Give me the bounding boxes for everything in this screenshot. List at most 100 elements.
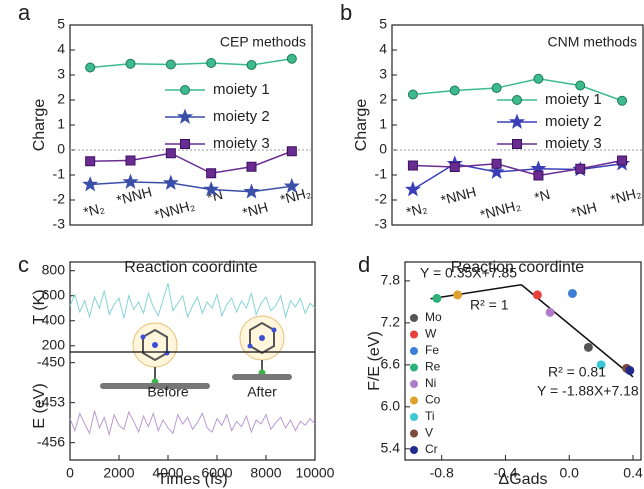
y-axis-label: Charge (353, 99, 370, 152)
x-tick-label: 8000 (250, 465, 281, 481)
y-tick-label: 3 (57, 66, 65, 82)
legend-label: moiety 2 (545, 113, 602, 130)
x-tick-label: *N₂ (404, 199, 428, 220)
chart-title: CNM methods (548, 34, 637, 50)
molecule-before (100, 322, 210, 389)
panel-label: a (18, 0, 31, 25)
y-axis-label: E (eV) (31, 383, 48, 428)
data-point (575, 163, 586, 174)
data-point (449, 162, 460, 172)
data-point (286, 146, 297, 157)
legend-label: moiety 2 (213, 108, 270, 125)
plot-frame (69, 351, 316, 461)
y-tick-label: -2 (53, 191, 66, 207)
data-point (533, 170, 544, 181)
x-axis-label: Reaction coordinte (451, 259, 585, 276)
annotation: After (247, 384, 277, 400)
plot-frame (69, 24, 313, 226)
legend-label: moiety 3 (545, 135, 602, 152)
series-line (69, 283, 316, 319)
y-tick-label: 4 (379, 41, 387, 57)
x-axis-label: Times (fs) (157, 471, 228, 488)
annotation: Y = -1.88X+7.18 (537, 383, 639, 399)
legend-label: Ni (425, 376, 436, 390)
data-point (432, 293, 442, 303)
x-tick-label: 4000 (152, 465, 183, 481)
data-point (596, 360, 606, 370)
y-tick-label: -2 (375, 191, 388, 207)
fit-line (520, 284, 634, 378)
y-tick-label: 0 (57, 141, 65, 157)
y-tick-label: -453 (37, 393, 65, 409)
fit-line (430, 283, 522, 300)
series-line (412, 159, 623, 177)
x-tick-label: *N₂ (82, 199, 106, 220)
series-line (412, 77, 623, 102)
legend-marker (410, 380, 418, 388)
x-tick-label: *NH₂ (278, 184, 312, 208)
legend-label: moiety 1 (213, 81, 270, 98)
data-point (488, 163, 505, 179)
legend-marker (508, 113, 526, 129)
legend-label: Fe (425, 343, 439, 357)
legend-label: moiety 1 (545, 91, 602, 108)
y-tick-label: 1 (379, 116, 387, 132)
data-point (453, 290, 463, 300)
data-point (246, 161, 257, 172)
data-point (545, 307, 555, 317)
data-point (583, 342, 593, 352)
data-point (491, 83, 502, 93)
data-point (122, 173, 139, 189)
x-tick-label: 0.4 (623, 465, 643, 481)
x-tick-label: *NNH₂ (153, 197, 197, 223)
legend-label: W (425, 327, 437, 341)
y-tick-label: 600 (42, 286, 66, 302)
data-point (85, 156, 96, 167)
data-point (491, 158, 502, 169)
data-point (407, 160, 418, 171)
data-point (567, 288, 577, 298)
x-tick-label: *N (532, 186, 551, 205)
annotation: Before (147, 384, 188, 400)
legend-label: Co (425, 393, 441, 407)
y-tick-label: 6.6 (381, 356, 401, 372)
data-point (532, 290, 542, 300)
data-point (407, 89, 418, 100)
legend-marker (410, 429, 418, 438)
y-tick-label: -3 (53, 216, 66, 232)
data-point (617, 155, 628, 166)
legend-label: moiety 3 (213, 135, 270, 152)
y-tick-label: 6.0 (381, 398, 401, 414)
data-point (125, 58, 136, 69)
y-tick-label: 0 (379, 141, 387, 157)
data-point (165, 148, 176, 159)
data-point (85, 62, 96, 73)
y-tick-label: 2 (379, 91, 387, 107)
series-line (69, 410, 316, 437)
series-line (90, 150, 293, 175)
y-tick-label: -1 (53, 166, 66, 182)
y-tick-label: -456 (37, 433, 65, 449)
series-line (90, 181, 292, 193)
data-point (203, 181, 220, 197)
legend-label: Ti (425, 409, 435, 423)
legend-marker (512, 139, 522, 149)
y-tick-label: 1 (57, 116, 65, 132)
legend-marker (176, 108, 194, 124)
chart-title: CEP methods (220, 34, 306, 50)
panel-label: b (340, 0, 352, 25)
x-tick-label: 6000 (201, 465, 232, 481)
data-point (575, 80, 586, 91)
x-tick-label: *NNH (439, 183, 478, 208)
data-point (246, 60, 257, 70)
y-tick-label: 3 (379, 66, 387, 82)
legend-marker (180, 85, 190, 95)
x-tick-label: 0.0 (560, 465, 580, 481)
data-point (206, 168, 217, 179)
y-tick-label: -3 (375, 216, 388, 232)
data-point (162, 174, 179, 190)
y-tick-label: 800 (42, 261, 66, 277)
legend-marker (410, 347, 418, 355)
y-axis-label: F/E (eV) (366, 331, 383, 391)
